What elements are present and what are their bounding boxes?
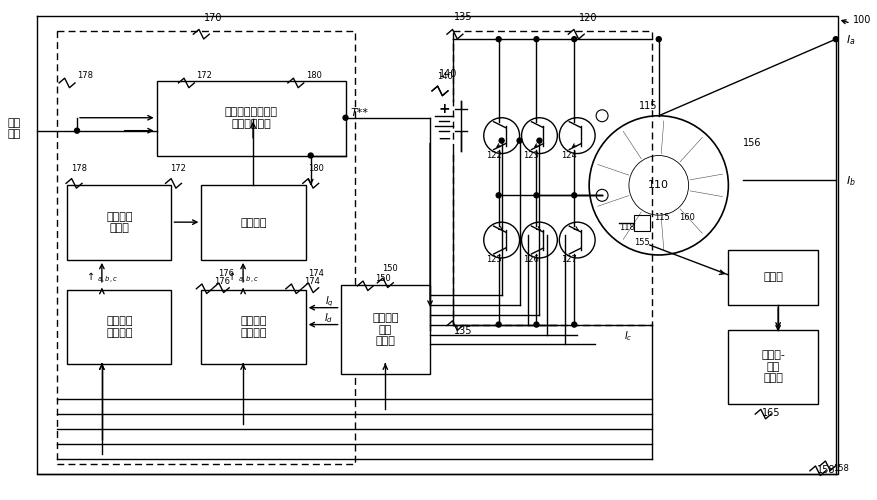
Text: 解析器: 解析器: [762, 272, 782, 282]
Text: 118: 118: [618, 223, 634, 232]
Text: 115: 115: [653, 213, 669, 222]
Bar: [201, 290, 305, 364]
Text: $I_d$: $I_d$: [324, 312, 333, 326]
Circle shape: [496, 193, 501, 198]
Text: 过渡模块: 过渡模块: [240, 218, 267, 228]
Text: 178: 178: [71, 164, 87, 173]
Bar: [57, 31, 355, 464]
Text: 比例系数
计算器: 比例系数 计算器: [106, 212, 132, 234]
Circle shape: [571, 322, 576, 327]
Text: 172: 172: [170, 164, 186, 173]
Bar: [453, 31, 651, 324]
Text: 127: 127: [560, 255, 576, 264]
Text: 150: 150: [375, 274, 390, 283]
Text: 低速温度
估算模块: 低速温度 估算模块: [106, 316, 132, 338]
Text: 178: 178: [77, 71, 93, 80]
Text: 155: 155: [633, 238, 649, 247]
Circle shape: [343, 116, 347, 120]
Text: 110: 110: [647, 180, 668, 190]
Text: 140: 140: [437, 72, 453, 81]
Text: $\uparrow_{a,b,c}$: $\uparrow_{a,b,c}$: [226, 270, 260, 286]
Text: +: +: [438, 102, 449, 116]
Text: 124: 124: [560, 150, 576, 160]
Bar: [728, 330, 817, 404]
Text: 125: 125: [485, 255, 501, 264]
Bar: [67, 290, 171, 364]
Text: 176: 176: [214, 277, 230, 286]
Bar: [633, 215, 649, 231]
Circle shape: [655, 36, 660, 42]
Text: 170: 170: [203, 14, 222, 24]
Text: 120: 120: [578, 14, 596, 24]
Text: 180: 180: [305, 71, 321, 80]
Text: 172: 172: [196, 71, 212, 80]
Circle shape: [571, 193, 576, 198]
Text: 依赖于温度的扭矩
指令降低方块: 依赖于温度的扭矩 指令降低方块: [225, 108, 277, 129]
Text: 180: 180: [308, 164, 324, 173]
Circle shape: [496, 36, 501, 42]
Circle shape: [496, 322, 501, 327]
Bar: [67, 186, 171, 260]
Text: 122: 122: [485, 150, 501, 160]
Text: 115: 115: [638, 101, 657, 111]
Circle shape: [537, 138, 541, 143]
Text: $I_a$: $I_a$: [845, 33, 854, 47]
Text: 扭矩
指令: 扭矩 指令: [7, 118, 21, 140]
Text: $I_b$: $I_b$: [845, 174, 854, 188]
Text: $I_c$: $I_c$: [624, 330, 631, 344]
Text: 158: 158: [816, 464, 834, 474]
Text: 100: 100: [852, 16, 870, 26]
Text: 电流调节
扭矩
控制器: 电流调节 扭矩 控制器: [372, 313, 398, 346]
Circle shape: [571, 36, 576, 42]
Text: 高速温度
估算模块: 高速温度 估算模块: [240, 316, 267, 338]
Text: 160: 160: [678, 213, 694, 222]
Text: 165: 165: [761, 408, 780, 418]
Circle shape: [308, 153, 313, 158]
Bar: [201, 186, 305, 260]
Circle shape: [533, 193, 538, 198]
Text: 140: 140: [438, 69, 457, 79]
Text: 126: 126: [523, 255, 538, 264]
Circle shape: [832, 36, 838, 42]
Text: 176: 176: [218, 269, 234, 278]
Bar: [728, 250, 817, 304]
Text: 174: 174: [303, 277, 319, 286]
Circle shape: [533, 322, 538, 327]
Circle shape: [533, 36, 538, 42]
Text: 123: 123: [523, 150, 538, 160]
Circle shape: [499, 138, 503, 143]
Text: 174: 174: [308, 269, 324, 278]
Text: 135: 135: [453, 326, 472, 336]
Text: T**: T**: [350, 108, 368, 118]
Text: $I_q$: $I_q$: [324, 295, 333, 310]
Bar: [156, 81, 346, 156]
Text: 156: 156: [743, 138, 761, 147]
Text: −: −: [437, 130, 451, 148]
Text: 158: 158: [832, 464, 848, 473]
Bar: [340, 285, 430, 374]
Circle shape: [75, 128, 80, 133]
Text: 解析器-
数字
转换器: 解析器- 数字 转换器: [760, 350, 784, 384]
Circle shape: [517, 138, 522, 143]
Text: $\uparrow_{a,b,c}$: $\uparrow_{a,b,c}$: [85, 270, 118, 286]
Text: 150: 150: [382, 264, 397, 273]
Text: 135: 135: [453, 12, 472, 22]
